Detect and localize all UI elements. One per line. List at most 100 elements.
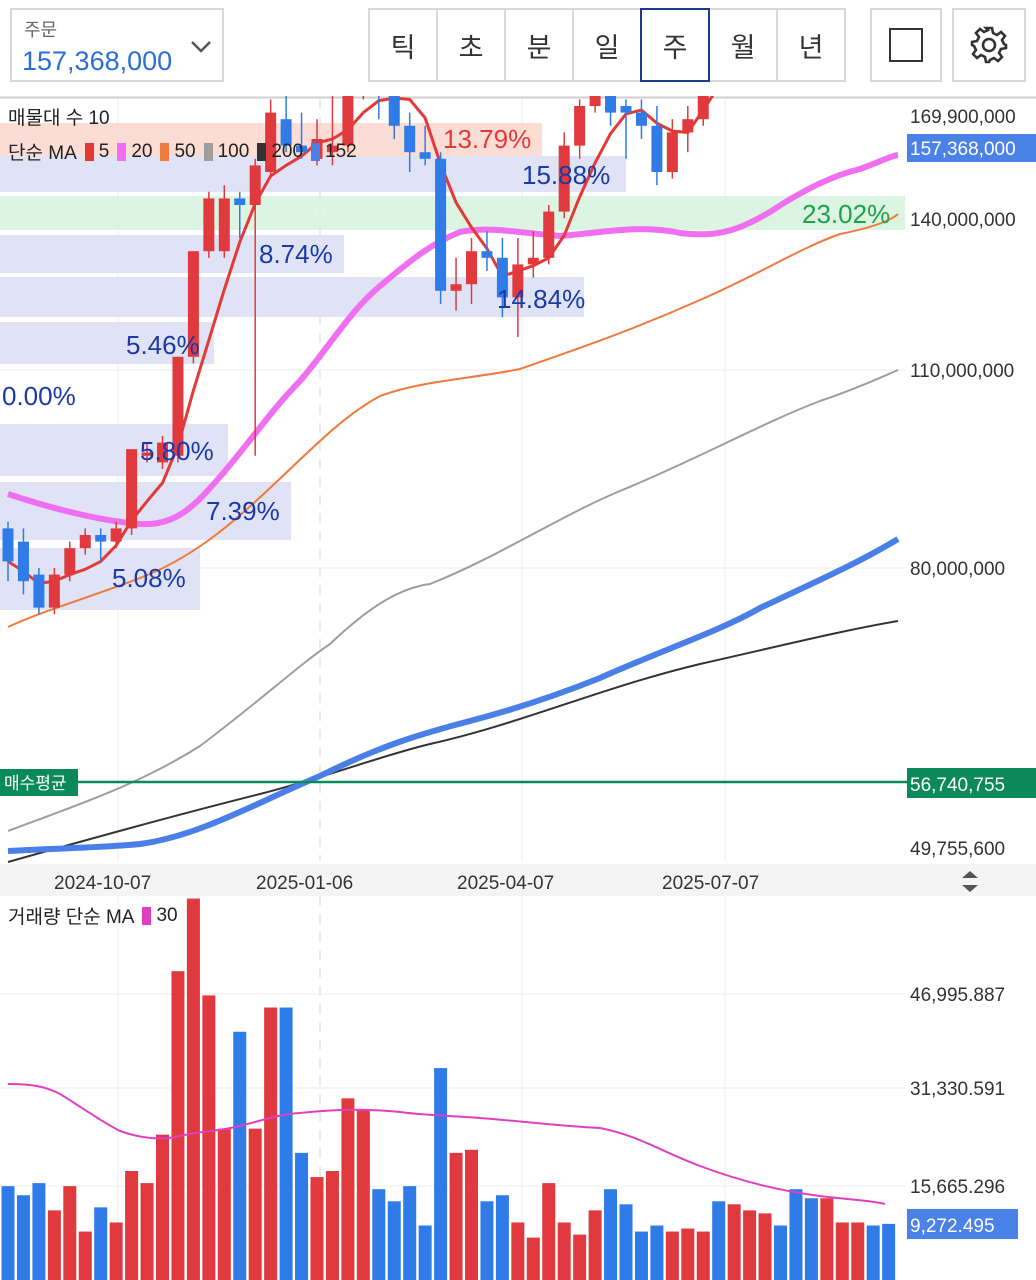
volume-ma-swatch: [142, 906, 152, 925]
ma-legend-item: 100: [217, 140, 250, 162]
profile-bar: [0, 482, 291, 540]
volume-bar: [542, 1183, 556, 1280]
candle: [450, 284, 462, 291]
price-high-label: 169,900,000: [910, 107, 1016, 128]
profile-label: 0.00%: [2, 381, 76, 411]
period-day-button[interactable]: 일: [572, 8, 642, 82]
order-label: 주문: [24, 20, 58, 40]
profile-label: 7.39%: [206, 496, 280, 526]
profile-bar: [0, 424, 228, 476]
volume-bar: [604, 1189, 618, 1280]
candle: [141, 452, 153, 456]
candle: [2, 528, 14, 562]
candle: [481, 251, 493, 258]
date-tick: 2025-07-07: [662, 873, 759, 894]
profile-label: 13.79%: [443, 124, 531, 154]
volume-bar: [63, 1186, 77, 1280]
volume-bar: [109, 1222, 123, 1280]
period-minute-button[interactable]: 분: [504, 8, 574, 82]
period-year-button[interactable]: 년: [776, 8, 846, 82]
candle: [419, 152, 431, 159]
volume-bar: [418, 1225, 432, 1280]
price-chart[interactable]: 13.79% 15.88% 8.74% 14.84% 5.46% 0.00% 5…: [0, 96, 1036, 1280]
candle: [682, 119, 694, 133]
current-price-tag: [907, 134, 1036, 162]
candle: [157, 442, 168, 463]
volume-bar: [310, 1177, 324, 1280]
volume-bar: [171, 971, 185, 1280]
volume-bar: [372, 1189, 386, 1280]
ma152-line: [7, 536, 900, 854]
volume-legend[interactable]: 거래량 단순 MA 30: [8, 902, 178, 929]
volume-bar: [758, 1213, 772, 1280]
candle: [404, 125, 416, 153]
volume-ma30-line: [7, 1083, 886, 1205]
volume-bar: [804, 1198, 818, 1280]
volume-bar: [264, 1007, 278, 1280]
volume-tick: 15,665.296: [910, 1177, 1005, 1198]
candle: [496, 257, 508, 298]
ma-legend-prefix: 단순 MA: [8, 143, 77, 164]
candle: [203, 198, 215, 252]
ma50-swatch: [160, 142, 170, 161]
volume-bar: [712, 1201, 726, 1280]
ma200-line: [7, 620, 899, 863]
volume-bar: [866, 1225, 880, 1280]
moving-average-lines: [7, 152, 900, 863]
profile-label: 8.74%: [259, 239, 333, 269]
average-buy-line: 매수평균: [0, 769, 1036, 796]
period-week-button[interactable]: 주: [640, 8, 710, 82]
volume-bar: [789, 1189, 803, 1280]
profile-label: 5.80%: [140, 436, 214, 466]
candle: [666, 132, 678, 172]
candle: [620, 106, 632, 113]
candle: [187, 251, 199, 357]
volume-bar: [650, 1225, 664, 1280]
date-tick: 2025-04-07: [457, 873, 554, 894]
candle: [697, 96, 709, 120]
fullscreen-button[interactable]: [870, 8, 942, 82]
volume-bar: [32, 1183, 46, 1280]
settings-button[interactable]: [952, 8, 1026, 82]
candle: [574, 106, 586, 146]
candle: [95, 535, 107, 542]
ma20-swatch: [117, 142, 127, 161]
period-second-button[interactable]: 초: [436, 8, 506, 82]
resize-handle-icon[interactable]: [962, 871, 978, 892]
candle: [326, 145, 338, 153]
volume-bar: [681, 1228, 695, 1280]
candle: [110, 528, 122, 542]
candle: [280, 119, 292, 146]
period-month-button[interactable]: 월: [708, 8, 778, 82]
profile-label: 15.88%: [522, 160, 610, 190]
volume-bar: [341, 1098, 355, 1280]
order-price-dropdown[interactable]: 주문 157,368,000: [10, 8, 224, 82]
volume-bar: [1, 1186, 15, 1280]
volume-bar: [820, 1198, 834, 1280]
volume-bar: [156, 1134, 169, 1280]
candle: [249, 165, 261, 205]
profile-label: 14.84%: [497, 284, 585, 314]
volume-bar: [882, 1223, 896, 1280]
candle: [605, 96, 617, 113]
profile-bar-green: [0, 196, 905, 230]
volume-profile-legend[interactable]: 매물대 수 10: [8, 108, 110, 129]
profile-bar: [0, 277, 584, 317]
volume-bar: [47, 1210, 61, 1280]
period-selector: 틱 초 분 일 주 월 년: [368, 8, 846, 82]
ma20-line: [7, 152, 899, 528]
ma-legend[interactable]: 단순 MA 5 20 50 100 200 152: [8, 138, 357, 165]
avg-price-tag: [907, 768, 1036, 798]
candle: [218, 198, 230, 252]
volume-bar: [449, 1152, 463, 1280]
period-tick-button[interactable]: 틱: [368, 8, 438, 82]
current-volume-tag: [907, 1209, 1018, 1239]
volume-bar: [480, 1201, 494, 1280]
candle: [79, 535, 91, 549]
volume-bars: [1, 898, 896, 1280]
ma-legend-item: 200: [271, 140, 304, 162]
ma200-swatch: [257, 142, 267, 161]
volume-bar: [634, 1231, 648, 1280]
candle: [126, 449, 138, 529]
volume-bar: [325, 1171, 339, 1280]
